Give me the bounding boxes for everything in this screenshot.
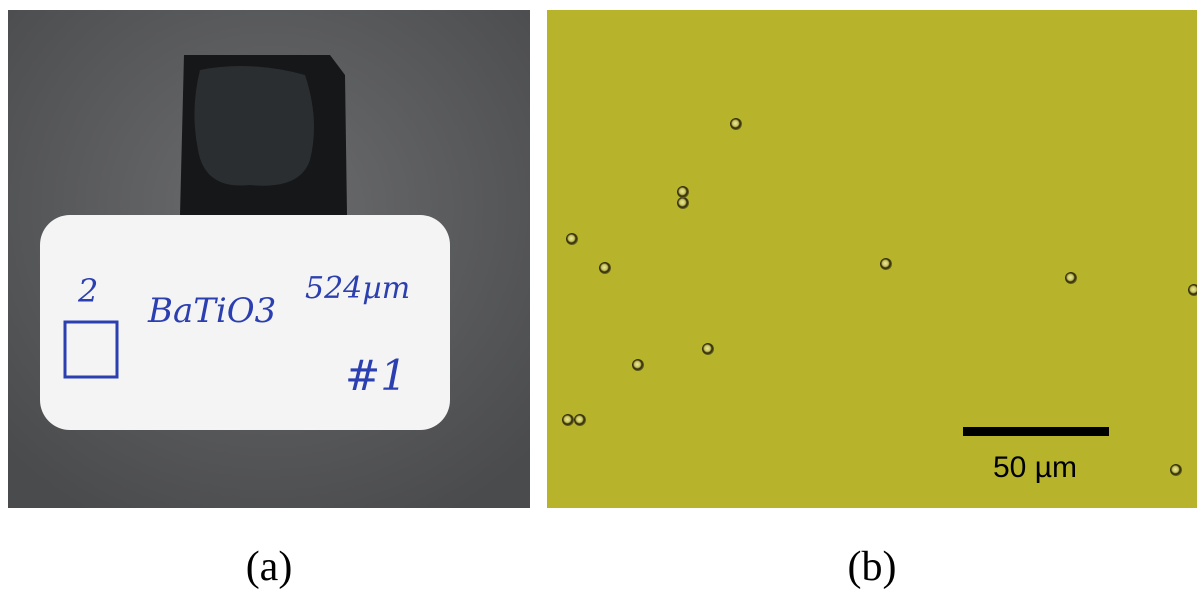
particle [574,414,586,426]
particle [1065,272,1077,284]
particle [730,118,742,130]
card-text: #1 [345,351,407,400]
particle [702,343,714,355]
scale-bar [963,427,1109,436]
particle [632,359,644,371]
panel-label: (a) [246,544,293,590]
card-text: 524µm [305,271,410,306]
particle [599,262,611,274]
page: 2 BaTiO3 524µm #1 (a) 50 µm (b) (() => {… [0,0,1197,592]
sample-residue [194,66,314,186]
panel-label: (b) [848,544,897,590]
figure: 2 BaTiO3 524µm #1 (a) 50 µm (b) [0,0,1197,592]
card-text: BaTiO3 [147,291,276,331]
particle [562,414,574,426]
particle [677,186,689,198]
particle [880,258,892,270]
particle [566,233,578,245]
particle [677,197,689,209]
particle [1170,464,1182,476]
panel-a: 2 BaTiO3 524µm #1 (a) [8,10,530,590]
scale-bar-label: 50 µm [993,451,1077,484]
panel-b: 50 µm (b) [547,10,1197,590]
card-text: 2 [77,272,98,310]
